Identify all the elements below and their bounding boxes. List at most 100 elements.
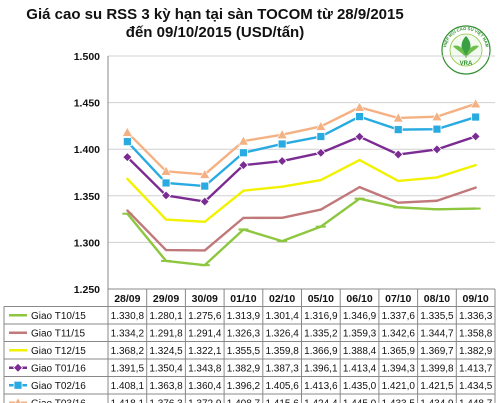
legend-label: Giao T12/15 — [31, 346, 86, 357]
table-cell: 1.313,9 — [227, 311, 261, 322]
data-point — [397, 201, 400, 204]
data-point — [126, 177, 129, 181]
vra-logo: VRA HIỆP HỘI CAO SU VIỆT NAM — [441, 25, 491, 75]
data-point-diamond — [470, 131, 481, 142]
data-point-triangle — [392, 112, 404, 123]
chart-title: Giá cao su RSS 3 kỳ hạn tại sàn TOCOM từ… — [0, 6, 430, 42]
table-cell: 1.418,1 — [111, 398, 145, 403]
legend-entry: Giao T10/15 — [9, 311, 86, 322]
data-point-diamond — [238, 160, 249, 171]
chart-title-line-2: đến 09/10/2015 (USD/tấn) — [125, 24, 305, 41]
legend-entry: Giao T02/16 — [9, 381, 86, 392]
series-giao-t10-15 — [122, 197, 481, 267]
data-point — [164, 218, 168, 221]
data-point — [164, 248, 168, 252]
series-line — [126, 185, 477, 252]
data-point-triangle — [199, 168, 211, 179]
data-point-diamond — [315, 147, 326, 158]
y-tick-label: 1.300 — [74, 237, 100, 249]
table-cell: 1.405,6 — [265, 381, 299, 392]
x-tick-label: 02/10 — [269, 293, 295, 305]
table-cell: 1.358,8 — [459, 328, 493, 339]
data-point — [319, 178, 323, 182]
x-tick-label: 09/10 — [463, 293, 489, 305]
table-cell: 1.342,6 — [382, 328, 416, 339]
x-tick-label: 06/10 — [346, 293, 372, 305]
series-giao-t01-16 — [122, 131, 481, 207]
table-cell: 1.355,5 — [227, 346, 261, 357]
x-tick-label: 07/10 — [385, 293, 411, 305]
data-point — [242, 189, 245, 192]
table-cell: 1.363,8 — [149, 381, 183, 392]
legend-entry: Giao T11/15 — [9, 328, 86, 339]
table-cell: 1.301,4 — [265, 311, 299, 322]
table-cell: 1.322,1 — [188, 346, 222, 357]
data-point-square — [161, 178, 171, 188]
table-cell: 1.343,8 — [188, 363, 222, 374]
data-point-triangle — [315, 120, 327, 131]
data-point-triangle — [276, 129, 288, 139]
data-point-diamond — [431, 144, 443, 155]
data-point-square — [432, 124, 442, 134]
table-cell: 1.372,9 — [188, 398, 222, 403]
data-point-triangle — [237, 135, 249, 146]
table-cell: 1.382,9 — [459, 346, 493, 357]
table-cell: 1.413,4 — [343, 363, 377, 374]
x-tick-label: 08/10 — [424, 293, 450, 305]
data-point — [319, 208, 323, 211]
data-table: 28/09 29/09 30/09 01/10 02/10 05/10 06/10 07/10… — [3, 288, 496, 403]
table-cell: 1.336,3 — [459, 311, 493, 322]
series-line — [126, 158, 477, 224]
table-cell: 1.413,6 — [304, 381, 338, 392]
table-cell: 1.324,5 — [149, 346, 183, 357]
y-tick-label: 1.350 — [74, 191, 100, 203]
data-point — [280, 216, 284, 219]
table-cell: 1.316,9 — [304, 311, 338, 322]
legend-entry: Giao T01/16 — [9, 362, 86, 374]
table-cell: 1.376,3 — [149, 398, 183, 403]
data-point-square — [277, 139, 287, 149]
data-point-diamond — [160, 190, 172, 201]
chart-title-line-1: Giá cao su RSS 3 kỳ hạn tại sàn TOCOM từ… — [26, 6, 404, 23]
table-cell: 1.448,7 — [459, 398, 493, 403]
data-point — [358, 158, 361, 162]
data-point-square — [200, 181, 210, 191]
data-point — [16, 331, 20, 334]
data-point-diamond — [199, 196, 210, 207]
data-point — [435, 199, 439, 202]
legend-label: Giao T10/15 — [31, 311, 86, 322]
data-point-triangle — [354, 101, 366, 112]
data-point-triangle — [160, 165, 172, 176]
table-cell: 1.382,9 — [227, 363, 261, 374]
data-point-triangle — [470, 98, 482, 109]
table-cell: 1.421,5 — [420, 381, 454, 392]
table-cell: 1.335,2 — [304, 328, 338, 339]
legend-label: Giao T11/15 — [31, 328, 86, 339]
y-tick-label: 1.400 — [74, 144, 100, 156]
data-point — [358, 185, 361, 189]
table-cell: 1.335,5 — [420, 311, 454, 322]
x-tick-label: 28/09 — [114, 293, 140, 305]
legend-label: Giao T02/16 — [31, 381, 86, 392]
table-cell: 1.291,8 — [149, 328, 183, 339]
table-cell: 1.434,9 — [420, 398, 454, 403]
legend-label: Giao T01/16 — [31, 363, 86, 374]
table-cell: 1.360,4 — [188, 381, 222, 392]
data-point-triangle — [431, 111, 443, 121]
table-cell: 1.275,6 — [188, 311, 222, 322]
data-point-diamond — [354, 131, 365, 142]
table-cell: 1.334,2 — [111, 328, 145, 339]
series-line — [126, 115, 477, 188]
y-tick-label: 1.250 — [74, 284, 100, 296]
table-cell: 1.359,8 — [265, 346, 299, 357]
table-cell: 1.326,3 — [227, 328, 261, 339]
table-cell: 1.435,0 — [343, 381, 377, 392]
series-giao-t11-15 — [126, 185, 477, 252]
data-point-square — [122, 137, 132, 147]
logo-label: VRA — [460, 61, 473, 67]
data-point — [203, 220, 206, 224]
data-point-triangle — [121, 126, 133, 137]
series-line — [126, 197, 476, 267]
table-cell: 1.399,8 — [420, 363, 454, 374]
legend-label: Giao T03/16 — [31, 398, 86, 403]
